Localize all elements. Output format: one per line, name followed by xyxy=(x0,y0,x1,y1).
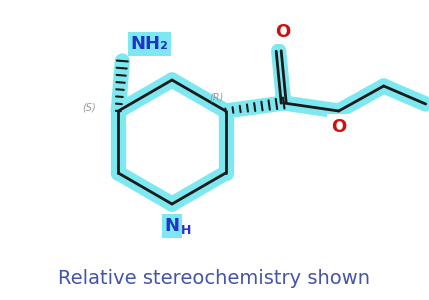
Text: N: N xyxy=(164,217,179,235)
Text: Relative stereochemistry shown: Relative stereochemistry shown xyxy=(58,269,370,288)
Text: (S): (S) xyxy=(82,102,96,112)
Text: O: O xyxy=(275,23,290,41)
Text: H: H xyxy=(181,224,191,236)
Text: O: O xyxy=(331,118,346,136)
Text: NH₂: NH₂ xyxy=(130,35,168,53)
Text: (R): (R) xyxy=(209,92,224,102)
